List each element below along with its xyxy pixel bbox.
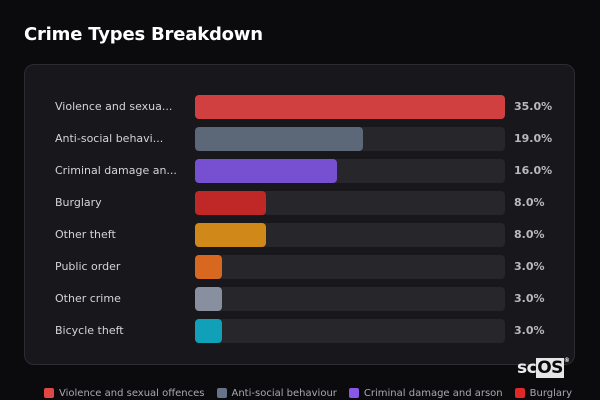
bar-fill[interactable] <box>195 287 222 311</box>
bar-label: Violence and sexua... <box>55 100 173 113</box>
logo-registered-mark: ® <box>563 357 570 365</box>
bar-track[interactable] <box>195 127 505 151</box>
legend-item[interactable]: Anti-social behaviour <box>216 386 337 400</box>
bar-value: 8.0% <box>514 196 545 209</box>
bar-track[interactable] <box>195 191 505 215</box>
bar-row: Bicycle theft 3.0% <box>25 319 574 343</box>
legend-swatch-icon <box>348 388 359 398</box>
legend-item[interactable]: Violence and sexual offences <box>44 386 205 400</box>
bar-track[interactable] <box>195 287 505 311</box>
legend-item[interactable]: Burglary <box>514 386 573 400</box>
bar-value: 3.0% <box>514 324 545 337</box>
bar-value: 3.0% <box>514 260 545 273</box>
bar-label: Anti-social behavi... <box>55 132 164 145</box>
bar-fill[interactable] <box>195 127 364 151</box>
bar-row: Anti-social behavi... 19.0% <box>25 127 574 151</box>
bar-track[interactable] <box>195 319 505 343</box>
legend-label: Anti-social behaviour <box>231 387 337 399</box>
bar-track[interactable] <box>195 159 505 183</box>
legend-label: Burglary <box>529 387 573 399</box>
watermark-logo: scOS® <box>517 357 570 378</box>
chart-legend: Violence and sexual offences Anti-social … <box>44 386 572 400</box>
legend-swatch-icon <box>514 388 525 398</box>
bar-value: 19.0% <box>514 132 553 145</box>
chart-title: Crime Types Breakdown <box>24 24 263 45</box>
bar-value: 3.0% <box>514 292 545 305</box>
bar-value: 8.0% <box>514 228 545 241</box>
legend-label: Violence and sexual offences <box>59 387 205 399</box>
bar-fill[interactable] <box>195 191 266 215</box>
bar-label: Bicycle theft <box>55 324 124 337</box>
bar-label: Public order <box>55 260 121 273</box>
bar-label: Burglary <box>55 196 102 209</box>
bar-label: Other theft <box>55 228 116 241</box>
bar-label: Criminal damage an... <box>55 164 177 177</box>
bar-fill[interactable] <box>195 95 505 119</box>
bar-track[interactable] <box>195 223 505 247</box>
bar-track[interactable] <box>195 255 505 279</box>
bar-fill[interactable] <box>195 159 337 183</box>
logo-prefix: sc <box>517 358 537 378</box>
legend-label: Criminal damage and arson <box>363 387 503 399</box>
bar-row: Other theft 8.0% <box>25 223 574 247</box>
legend-swatch-icon <box>44 388 54 398</box>
bar-label: Other crime <box>55 292 121 305</box>
bar-fill[interactable] <box>195 223 266 247</box>
bar-row: Public order 3.0% <box>25 255 574 279</box>
bar-fill[interactable] <box>195 319 222 343</box>
bar-row: Criminal damage an... 16.0% <box>25 159 574 183</box>
bar-fill[interactable] <box>195 255 222 279</box>
bar-row: Violence and sexua... 35.0% <box>25 95 574 119</box>
logo-highlight: OS <box>536 358 564 378</box>
bar-row: Other crime 3.0% <box>25 287 574 311</box>
legend-swatch-icon <box>216 388 227 398</box>
bar-value: 35.0% <box>514 100 553 113</box>
legend-item[interactable]: Criminal damage and arson <box>348 386 503 400</box>
bar-value: 16.0% <box>514 164 553 177</box>
chart-panel: Violence and sexua... 35.0% Anti-social be… <box>24 64 575 365</box>
bar-track[interactable] <box>195 95 505 119</box>
bar-row: Burglary 8.0% <box>25 191 574 215</box>
